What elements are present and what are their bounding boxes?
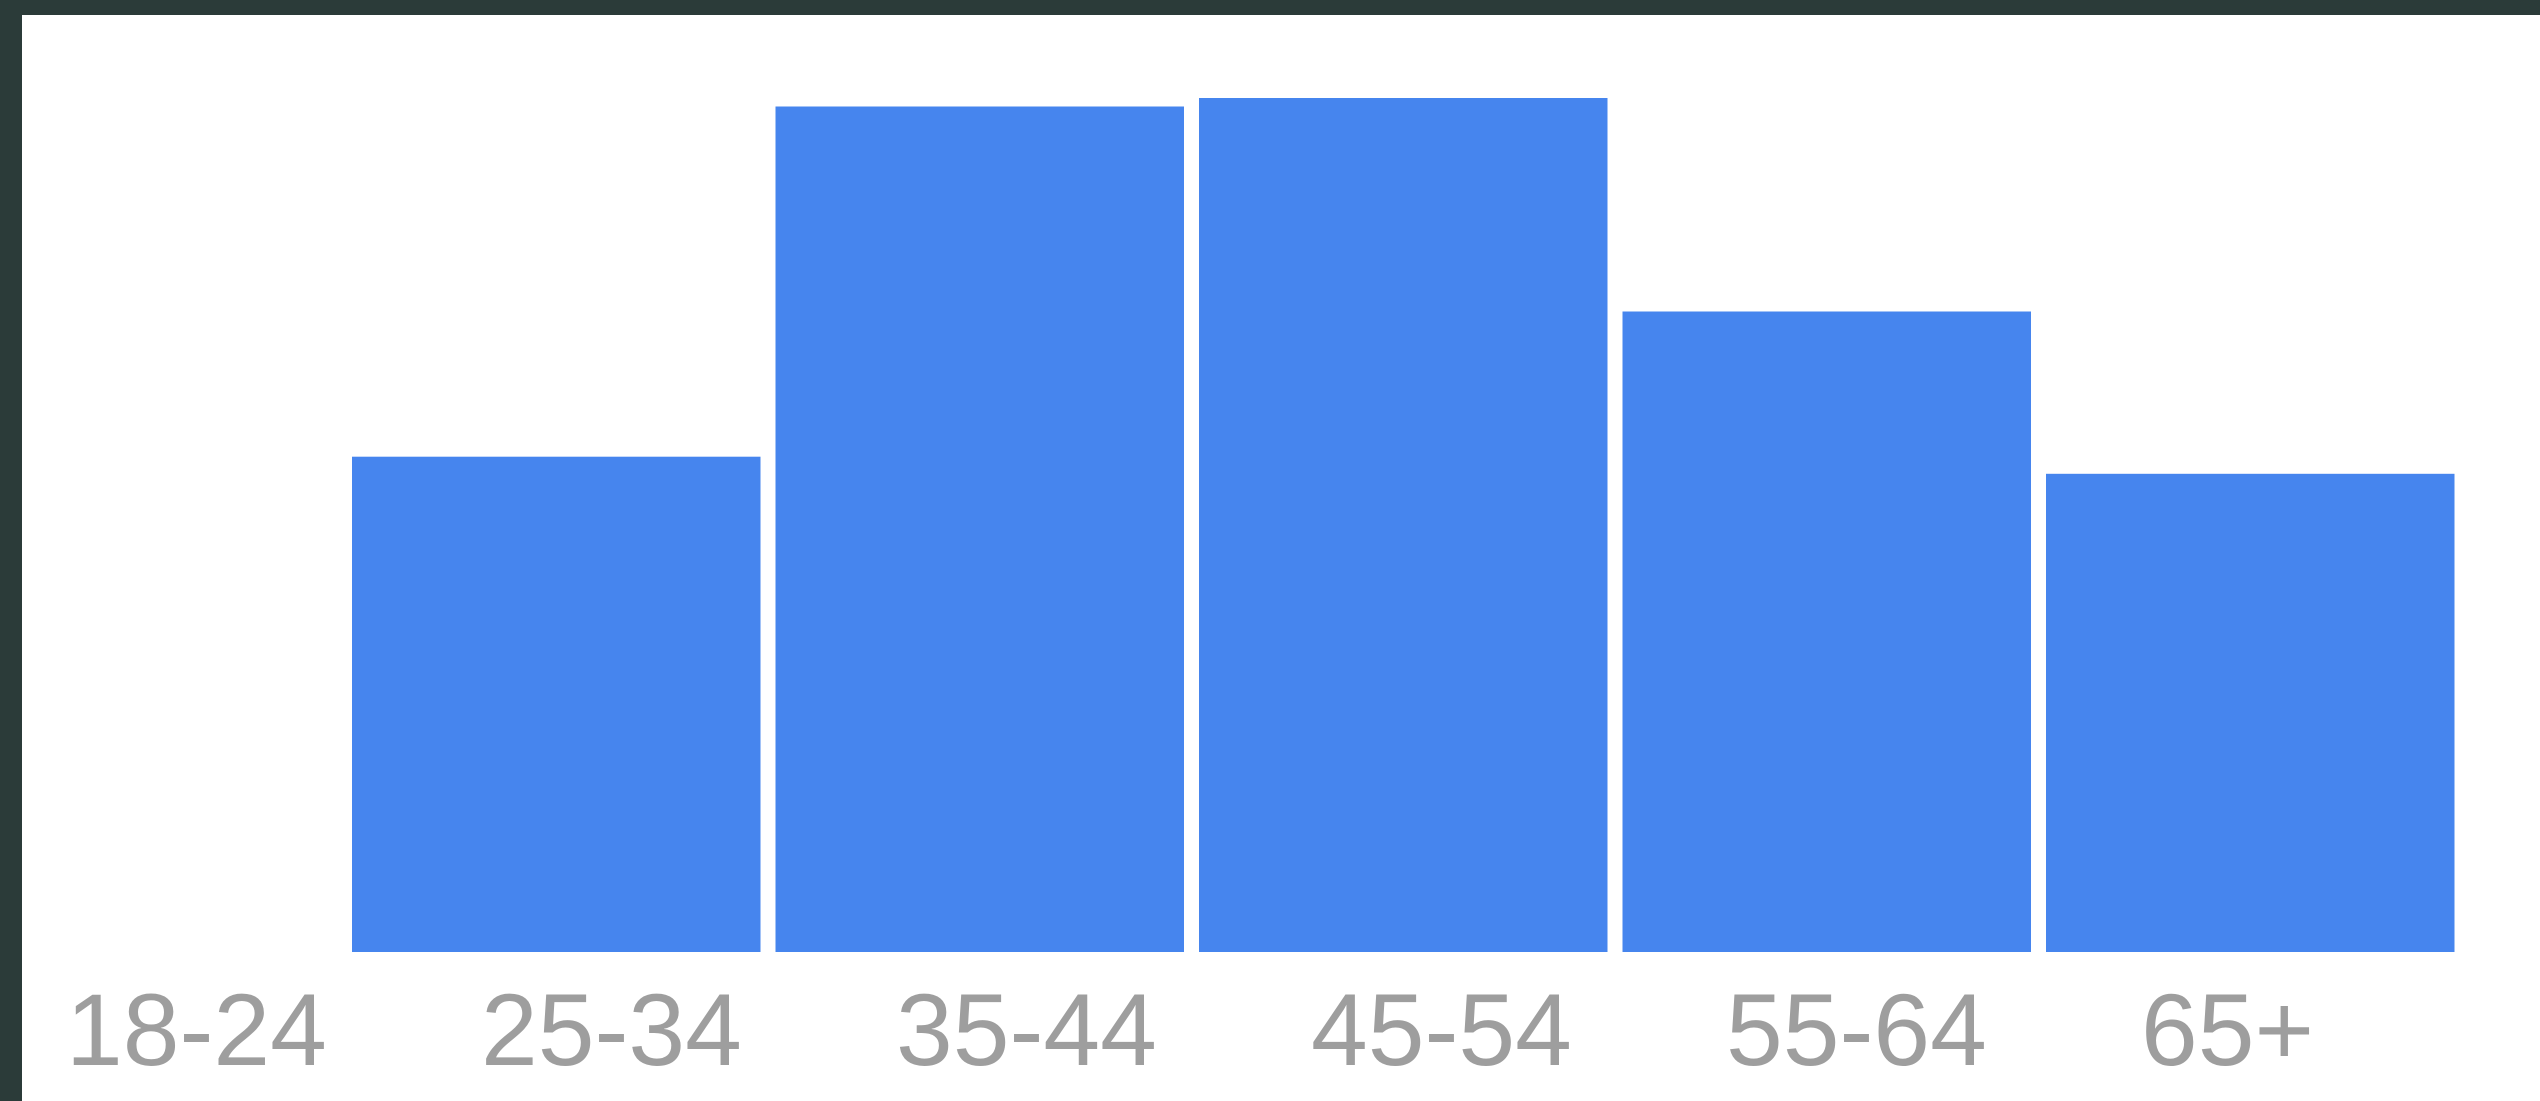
x-tick-label: 35-44: [896, 973, 1157, 1087]
x-axis-tick-labels: 18-24 25-34 35-44 45-54 55-64 65+: [66, 973, 2314, 1087]
bar-chart: 18-24 25-34 35-44 45-54 55-64 65+: [66, 98, 2455, 1087]
bar-group: [352, 98, 2455, 952]
x-tick-label: 45-54: [1311, 973, 1572, 1087]
chart-panel: 18-24 25-34 35-44 45-54 55-64 65+: [22, 15, 2540, 1101]
bar-35-44: [775, 106, 1184, 952]
x-tick-label: 65+: [2141, 973, 2314, 1087]
bar-45-54: [1199, 98, 1608, 952]
x-tick-label: 18-24: [66, 973, 327, 1087]
x-tick-label: 25-34: [481, 973, 742, 1087]
bar-25-34: [352, 456, 761, 952]
x-tick-label: 55-64: [1726, 973, 1987, 1087]
bar-65+: [2046, 473, 2455, 952]
bar-55-64: [1622, 311, 2031, 952]
